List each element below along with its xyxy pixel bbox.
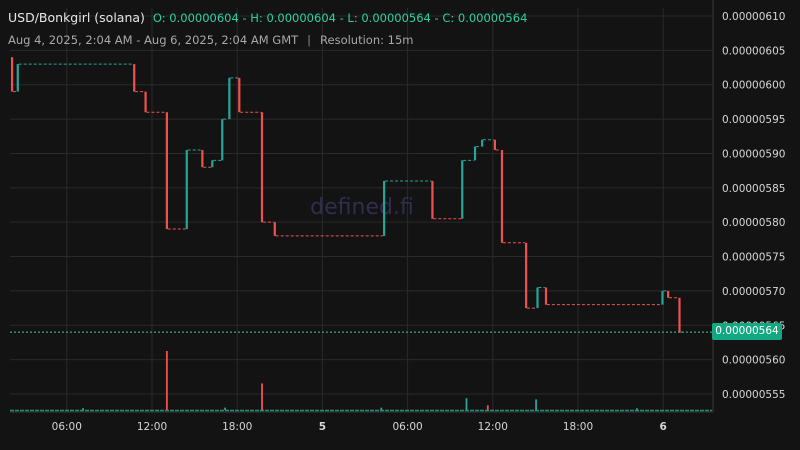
volume-bar xyxy=(261,383,263,410)
x-tick-label: 18:00 xyxy=(563,421,593,433)
volume-bar xyxy=(82,408,84,410)
candle-up xyxy=(661,290,664,305)
chart-header: USD/Bonkgirl (solana) O: 0.00000604 - H:… xyxy=(8,10,527,25)
candle-down xyxy=(238,77,241,113)
candle-down xyxy=(493,139,496,151)
candle-up xyxy=(461,160,464,219)
candle-up xyxy=(481,139,484,147)
ohlc-readout: O: 0.00000604 - H: 0.00000604 - L: 0.000… xyxy=(152,11,528,25)
y-tick-label: 0.00000570 xyxy=(722,286,785,298)
volume-bar xyxy=(636,408,638,410)
volume-bar xyxy=(486,405,489,410)
candle-up xyxy=(185,150,188,230)
x-tick-label: 06:00 xyxy=(52,421,82,433)
candle-down xyxy=(431,180,434,219)
x-tick-label: 12:00 xyxy=(478,421,508,433)
candle-down xyxy=(144,91,147,113)
candle-down xyxy=(133,64,136,92)
separator: | xyxy=(307,33,312,47)
y-tick-label: 0.00000555 xyxy=(722,389,785,401)
candle-up xyxy=(221,119,224,161)
volume-bar xyxy=(465,398,468,410)
candle-down xyxy=(273,222,276,236)
volume-bar xyxy=(224,407,226,410)
chart-subheader: Aug 4, 2025, 2:04 AM - Aug 6, 2025, 2:04… xyxy=(8,33,414,47)
watermark: defined.fi xyxy=(310,195,414,220)
y-tick-label: 0.00000605 xyxy=(722,45,785,57)
volume-bar xyxy=(380,407,383,410)
volume-bar xyxy=(165,351,168,410)
y-tick-label: 0.00000600 xyxy=(722,80,785,92)
x-tick-label: 06:00 xyxy=(392,421,422,433)
y-tick-label: 0.00000590 xyxy=(722,148,785,160)
candle-up xyxy=(211,160,214,168)
candle-down xyxy=(544,287,548,305)
candle-down xyxy=(165,112,168,230)
y-tick-label: 0.00000560 xyxy=(722,355,785,367)
x-tick-label: 18:00 xyxy=(222,421,252,433)
x-tick-label: 6 xyxy=(660,421,667,433)
date-range: Aug 4, 2025, 2:04 AM - Aug 6, 2025, 2:04… xyxy=(8,33,299,47)
symbol-label: USD/Bonkgirl (solana) xyxy=(8,10,145,25)
candle-down xyxy=(500,150,504,243)
x-tick-label: 5 xyxy=(319,421,326,433)
candle-up xyxy=(473,146,477,161)
candle-up xyxy=(536,287,539,309)
y-tick-label: 0.00000610 xyxy=(722,11,785,23)
candle-down xyxy=(260,112,264,223)
candle-down xyxy=(11,57,14,92)
resolution-label: Resolution: 15m xyxy=(320,33,414,47)
y-tick-label: 0.00000580 xyxy=(722,217,785,229)
candle-down xyxy=(525,242,528,309)
candle-down xyxy=(201,150,204,168)
candle-up xyxy=(228,77,231,120)
x-tick-label: 12:00 xyxy=(137,421,167,433)
y-tick-label: 0.00000585 xyxy=(722,183,785,195)
y-tick-label: 0.00000595 xyxy=(722,114,785,126)
y-tick-label: 0.00000575 xyxy=(722,252,785,264)
candle-down xyxy=(667,290,670,298)
volume-bar xyxy=(535,399,537,410)
candle-down xyxy=(678,297,681,333)
candle-up xyxy=(16,64,19,92)
candle-up xyxy=(383,180,386,236)
current-price-tag: 0.00000564 xyxy=(712,323,782,340)
